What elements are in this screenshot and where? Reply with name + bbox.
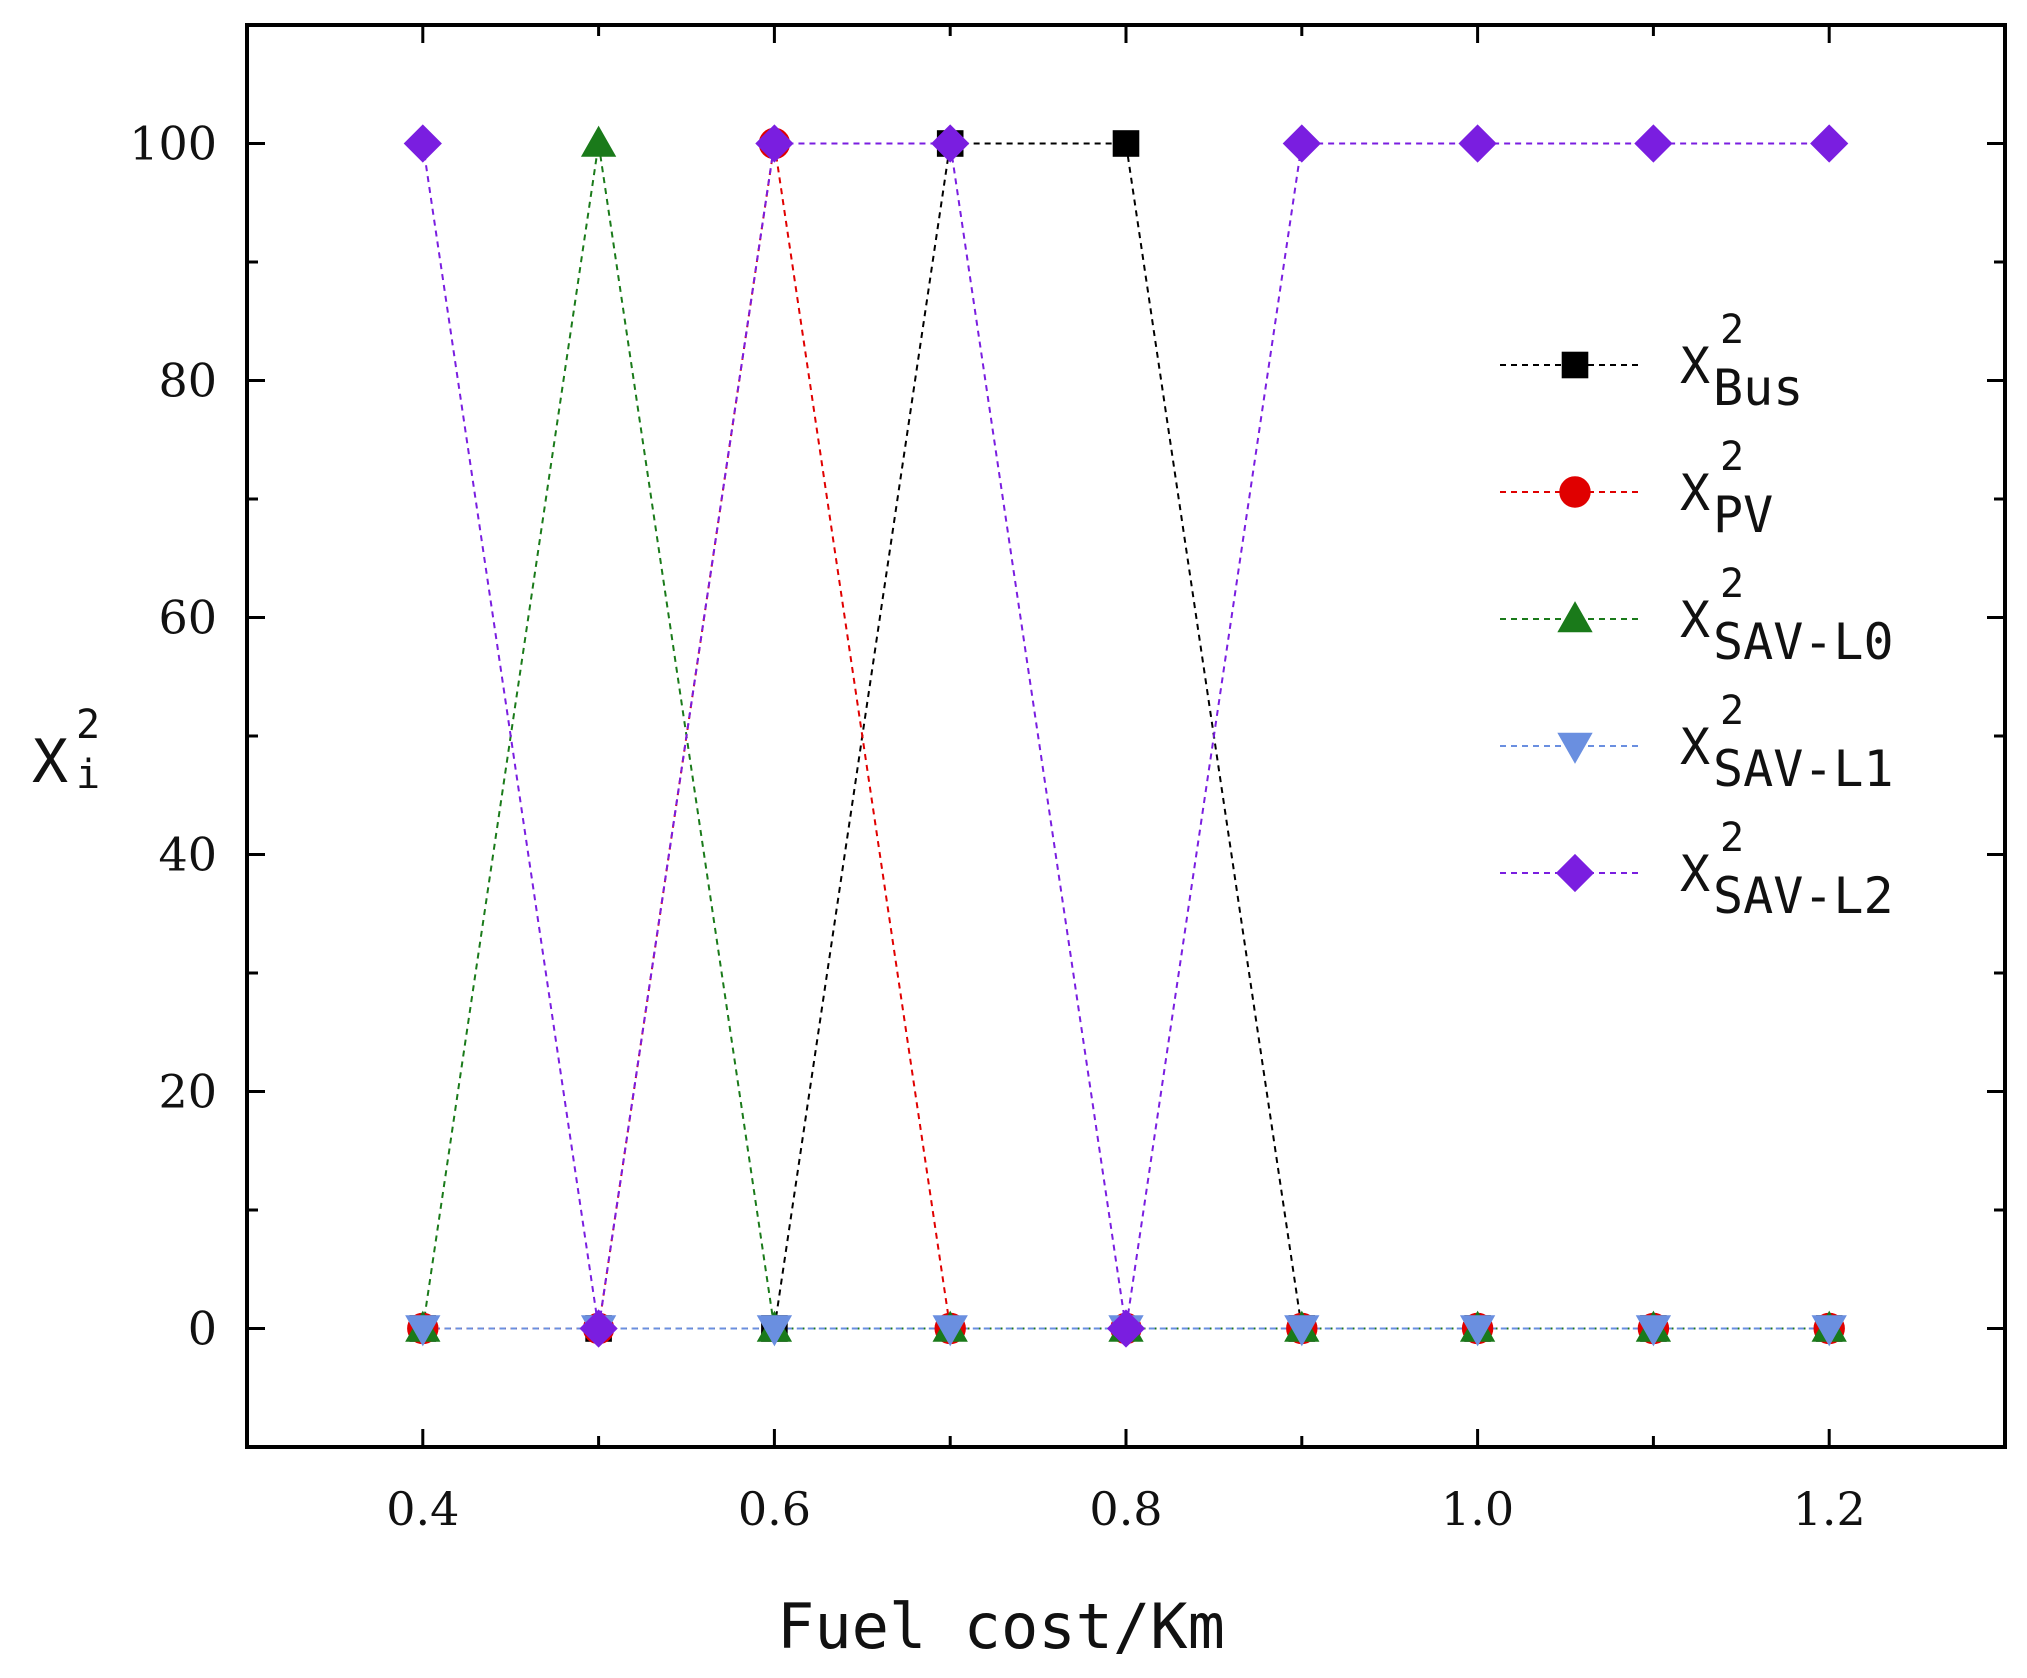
legend-label-sub: Bus (1713, 359, 1803, 417)
legend-item-bus: X2 Bus (1500, 307, 1803, 417)
legend-label-base: X (1680, 718, 1710, 776)
legend-label-sup: 2 (1720, 815, 1744, 861)
x-tick-label: 0.4 (386, 1482, 459, 1536)
legend-label-sub: SAV-L2 (1713, 867, 1894, 925)
y-tick-label: 80 (158, 354, 217, 408)
y-tick-label: 20 (158, 1065, 217, 1119)
x-axis-title: Fuel cost/Km (777, 1590, 1225, 1663)
data-point-sav-l2 (1106, 1309, 1146, 1348)
data-point-sav-l2 (1634, 124, 1673, 163)
series-line-bus (422, 142, 1830, 1330)
legend-marker-sav-l1 (1557, 732, 1593, 764)
legend-label-sup: 2 (1720, 434, 1744, 480)
data-point-sav-l1 (1284, 1315, 1320, 1347)
data-point-sav-l1 (932, 1315, 968, 1347)
legend-marker-bus (1561, 351, 1589, 379)
data-point-sav-l1 (756, 1315, 793, 1347)
series-line-sav-l2 (421, 142, 1830, 1329)
legend-item-pv: X2 PV (1500, 434, 1773, 544)
x-tick-label: 1.0 (1441, 1482, 1514, 1536)
x-tick-label: 0.8 (1089, 1482, 1162, 1536)
legend-label-base: X (1680, 845, 1710, 903)
legend-item-sav-l1: X2 SAV-L1 (1500, 688, 1894, 798)
data-point-sav-l1 (1635, 1315, 1672, 1347)
y-tick-label: 0 (188, 1302, 217, 1356)
legend-marker-pv (1559, 476, 1591, 508)
legend-label-sub: PV (1713, 486, 1773, 544)
data-point-sav-l0 (580, 125, 617, 157)
legend-label-base: X (1680, 337, 1710, 395)
y-axis-title-sup: 2 (76, 702, 100, 748)
legend-label-sup: 2 (1720, 307, 1744, 353)
legend-marker-sav-l0 (1557, 601, 1593, 633)
data-point-sav-l2 (579, 1309, 618, 1348)
y-axis-title-base: X (32, 727, 68, 797)
data-point-bus (1112, 130, 1140, 157)
legend-label-base: X (1680, 464, 1710, 522)
data-point-sav-l1 (405, 1315, 441, 1347)
series-line-sav-l0 (421, 143, 1830, 1330)
data-point-sav-l2 (1282, 124, 1321, 163)
y-axis-title-sub: i (76, 752, 100, 798)
y-tick-label: 40 (158, 828, 217, 882)
y-tick-label: 60 (158, 591, 217, 645)
x-tick-label: 1.2 (1793, 1482, 1866, 1536)
data-point-sav-l2 (931, 124, 970, 163)
legend-label-sub: SAV-L0 (1713, 613, 1894, 671)
data-point-sav-l2 (1458, 124, 1497, 163)
data-point-sav-l2 (755, 124, 794, 163)
data-point-sav-l2 (1810, 124, 1849, 163)
legend-item-sav-l0: X2 SAV-L0 (1500, 561, 1894, 671)
y-tick-label: 100 (129, 117, 217, 171)
data-point-sav-l2 (403, 124, 442, 163)
legend-label-sub: SAV-L1 (1713, 740, 1894, 798)
legend-marker-sav-l2 (1555, 853, 1595, 893)
legend-label-base: X (1680, 591, 1710, 649)
legend-item-sav-l2: X2 SAV-L2 (1500, 815, 1894, 925)
x-tick-label: 0.6 (738, 1482, 811, 1536)
legend-label-sup: 2 (1720, 561, 1744, 607)
data-point-sav-l1 (1811, 1315, 1847, 1347)
data-point-sav-l1 (1459, 1315, 1496, 1347)
series-line-pv (422, 143, 1830, 1330)
legend-label-sup: 2 (1720, 688, 1744, 734)
